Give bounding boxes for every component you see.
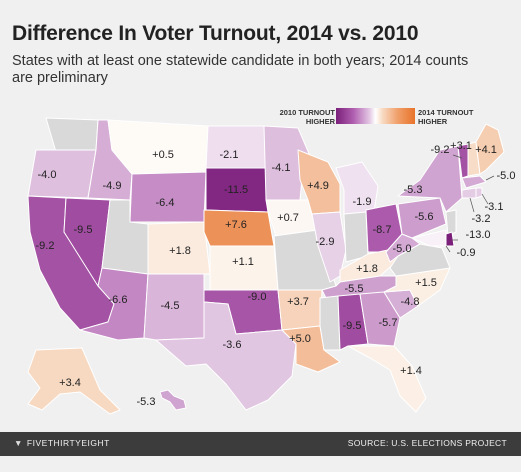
state-CT — [461, 187, 477, 199]
value-label-fl: +1.4 — [400, 365, 422, 377]
state-shapes — [27, 117, 505, 415]
leader-vt — [452, 154, 463, 159]
state-IN — [343, 211, 369, 263]
value-label-pa: -5.6 — [415, 211, 434, 223]
value-label-ak: +3.4 — [59, 377, 81, 389]
state-DE — [445, 231, 455, 247]
page-subtitle: States with at least one statewide candi… — [12, 53, 469, 86]
value-label-wy: -6.4 — [156, 197, 175, 209]
state-ND — [205, 125, 267, 169]
value-label-al: -9.5 — [343, 320, 362, 332]
fivethirtyeight-logo: ▼ FIVETHIRTYEIGHT — [14, 438, 110, 448]
state-NC — [383, 267, 451, 307]
value-label-ks: +1.1 — [232, 256, 254, 268]
legend-color-bar — [336, 108, 415, 124]
value-label-ne: +7.6 — [225, 219, 247, 231]
value-label-wi: +4.9 — [307, 180, 329, 192]
value-label-sc: -4.8 — [401, 296, 420, 308]
state-MS — [319, 295, 341, 351]
value-label-oh: -8.7 — [373, 224, 392, 236]
value-label-nd: -2.1 — [220, 149, 239, 161]
value-label-ma: -5.0 — [497, 170, 516, 182]
value-label-vt: -9.2 — [431, 144, 450, 156]
state-AK — [27, 347, 121, 415]
state-AL — [337, 293, 369, 351]
legend-label-2010-higher: 2010 TURNOUT HIGHER — [279, 108, 335, 126]
state-NJ — [445, 209, 457, 237]
value-label-or: -4.0 — [38, 169, 57, 181]
leader-md — [445, 245, 451, 253]
value-label-ri: -3.1 — [485, 201, 504, 213]
value-label-mi: -1.9 — [353, 196, 372, 208]
state-TX — [155, 301, 297, 411]
value-label-la: +5.0 — [289, 333, 311, 345]
value-label-sd: -11.5 — [224, 184, 248, 196]
source-credit: SOURCE: U.S. ELECTIONS PROJECT — [347, 438, 507, 448]
footer-bar: ▼ FIVETHIRTYEIGHT SOURCE: U.S. ELECTIONS … — [0, 432, 521, 456]
value-label-ky: +1.8 — [356, 263, 378, 275]
value-label-ga: -5.7 — [379, 317, 398, 329]
page-title: Difference In Voter Turnout, 2014 vs. 20… — [12, 22, 419, 45]
value-label-de: -13.0 — [465, 229, 490, 241]
value-label-tn: -5.5 — [345, 283, 364, 295]
value-label-md: -0.9 — [457, 247, 476, 259]
value-label-tx: -3.6 — [223, 339, 242, 351]
value-label-ca: -9.2 — [36, 240, 55, 252]
state-GA — [359, 291, 401, 347]
value-label-mn: -4.1 — [272, 162, 291, 174]
value-label-ct: -3.2 — [472, 213, 491, 225]
value-label-hi: -5.3 — [137, 396, 156, 408]
footer-brand-text: FIVETHIRTYEIGHT — [26, 438, 110, 448]
state-MA — [461, 175, 487, 189]
value-label-ok: -9.0 — [248, 291, 267, 303]
us-turnout-map: -4.0 -9.2 -9.5 -4.9 +0.5 -6.4 -6.6 +1.8 … — [27, 117, 516, 415]
value-label-nv: -9.5 — [74, 224, 93, 236]
value-label-ny: -5.3 — [404, 184, 423, 196]
fivethirtyeight-logo-icon: ▼ — [14, 438, 23, 448]
legend-label-2014-higher: 2014 TURNOUT HIGHER — [418, 108, 474, 126]
state-RI — [475, 187, 483, 199]
value-label-mt: +0.5 — [152, 149, 174, 161]
value-label-wv: -5.0 — [393, 243, 412, 255]
state-FL — [347, 345, 427, 413]
value-label-nm: -4.5 — [161, 300, 180, 312]
leader-ct — [469, 197, 475, 213]
guide-lines — [445, 154, 495, 253]
state-HI — [159, 389, 187, 411]
value-label-co: +1.8 — [169, 245, 191, 257]
state-NY — [397, 145, 463, 213]
value-label-me: +4.1 — [475, 144, 497, 156]
state-PA — [397, 197, 447, 239]
value-label-ia: +0.7 — [277, 212, 299, 224]
value-label-id: -4.9 — [103, 180, 122, 192]
value-label-az: -6.6 — [109, 294, 128, 306]
value-label-ar: +3.7 — [287, 296, 309, 308]
state-value-labels: -4.0 -9.2 -9.5 -4.9 +0.5 -6.4 -6.6 +1.8 … — [36, 140, 516, 408]
state-KS — [209, 245, 279, 291]
leader-ri — [481, 193, 489, 205]
value-label-nc: +1.5 — [415, 277, 437, 289]
leader-ma — [485, 175, 495, 181]
value-label-il: -2.9 — [316, 236, 335, 248]
state-WA — [45, 117, 99, 153]
value-label-nh: +3.1 — [450, 140, 472, 152]
state-ME — [475, 123, 505, 175]
